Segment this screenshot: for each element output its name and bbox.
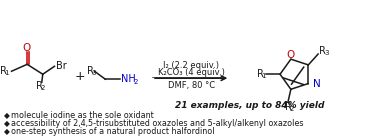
Text: O: O [22,42,30,52]
Text: R: R [257,69,264,79]
Text: 21 examples, up to 84% yield: 21 examples, up to 84% yield [175,101,325,110]
Text: K₂CO₃ (4 equiv.): K₂CO₃ (4 equiv.) [158,68,225,77]
Text: R: R [0,66,7,76]
Text: 3: 3 [324,50,328,56]
Text: 3: 3 [92,70,96,76]
Text: R: R [285,102,292,112]
Text: +: + [75,70,85,83]
Text: 2: 2 [133,79,138,85]
Text: I₂ (2.2 equiv.): I₂ (2.2 equiv.) [163,61,219,70]
Text: molecule iodine as the sole oxidant: molecule iodine as the sole oxidant [11,111,153,120]
Text: ◆: ◆ [4,111,9,120]
Text: Br: Br [57,61,67,71]
Text: R: R [319,46,326,56]
Text: NH: NH [121,74,136,84]
Text: accessibility of 2,4,5-trisubstituted oxazoles and 5-alkyl/alkenyl oxazoles: accessibility of 2,4,5-trisubstituted ox… [11,119,303,128]
Text: R: R [36,81,43,91]
Text: R: R [87,66,93,76]
Text: DMF, 80 °C: DMF, 80 °C [168,81,215,90]
Text: 1: 1 [5,70,9,76]
Text: ◆: ◆ [4,119,9,128]
Text: N: N [313,79,321,89]
Text: 2: 2 [41,85,45,91]
Text: 1: 1 [262,73,266,79]
Text: one-step synthesis of a natural product halfordinol: one-step synthesis of a natural product … [11,127,214,136]
Text: 2: 2 [290,106,294,112]
Text: O: O [287,50,295,60]
Text: ◆: ◆ [4,127,9,136]
